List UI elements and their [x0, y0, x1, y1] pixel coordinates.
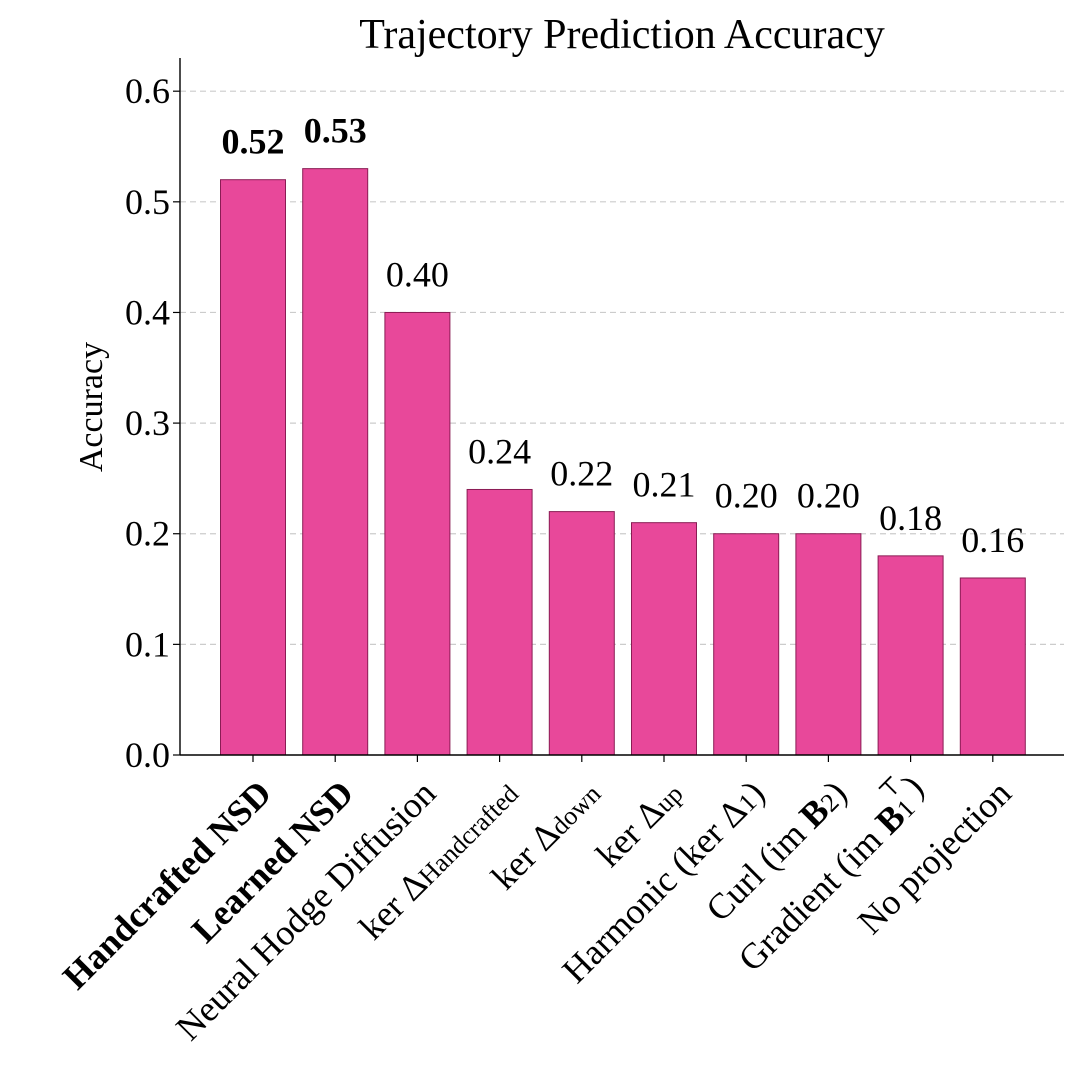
value-label: 0.22 [550, 454, 613, 494]
gridlines [180, 90, 1064, 645]
bar [713, 533, 780, 756]
bar [631, 522, 697, 756]
y-ticks: 0.0 0.1 0.2 0.3 0.4 0.5 0.6 [125, 71, 180, 775]
value-label: 0.24 [468, 431, 531, 471]
value-label: 0.20 [715, 476, 778, 516]
value-label: 0.21 [633, 465, 696, 505]
bar [384, 311, 451, 756]
y-tick-label: 0.3 [125, 403, 170, 443]
y-tick-label: 0.2 [125, 514, 170, 554]
y-tick-label: 0.0 [125, 735, 170, 775]
y-tick-label: 0.1 [125, 624, 170, 664]
bar [548, 511, 615, 756]
bar [959, 577, 1026, 756]
value-label: 0.53 [304, 111, 367, 151]
bar [220, 179, 286, 756]
bar [466, 488, 533, 756]
chart-title: Trajectory Prediction Accuracy [359, 12, 885, 58]
bar [302, 168, 369, 756]
value-labels: 0.52 0.53 0.40 0.24 0.22 0.21 0.20 0.20 0.18 0.16 [222, 111, 1025, 560]
y-tick-label: 0.5 [125, 182, 170, 222]
value-label: 0.16 [961, 520, 1024, 560]
value-label: 0.20 [797, 476, 860, 516]
y-tick-label: 0.6 [125, 71, 170, 111]
y-tick-label: 0.4 [125, 292, 170, 332]
value-label: 0.18 [879, 498, 942, 538]
y-axis-label: Accuracy [73, 342, 110, 472]
bar [877, 555, 944, 756]
value-label: 0.40 [386, 254, 449, 294]
value-label: 0.52 [222, 122, 285, 162]
bars [220, 168, 1026, 756]
bar [795, 533, 862, 756]
